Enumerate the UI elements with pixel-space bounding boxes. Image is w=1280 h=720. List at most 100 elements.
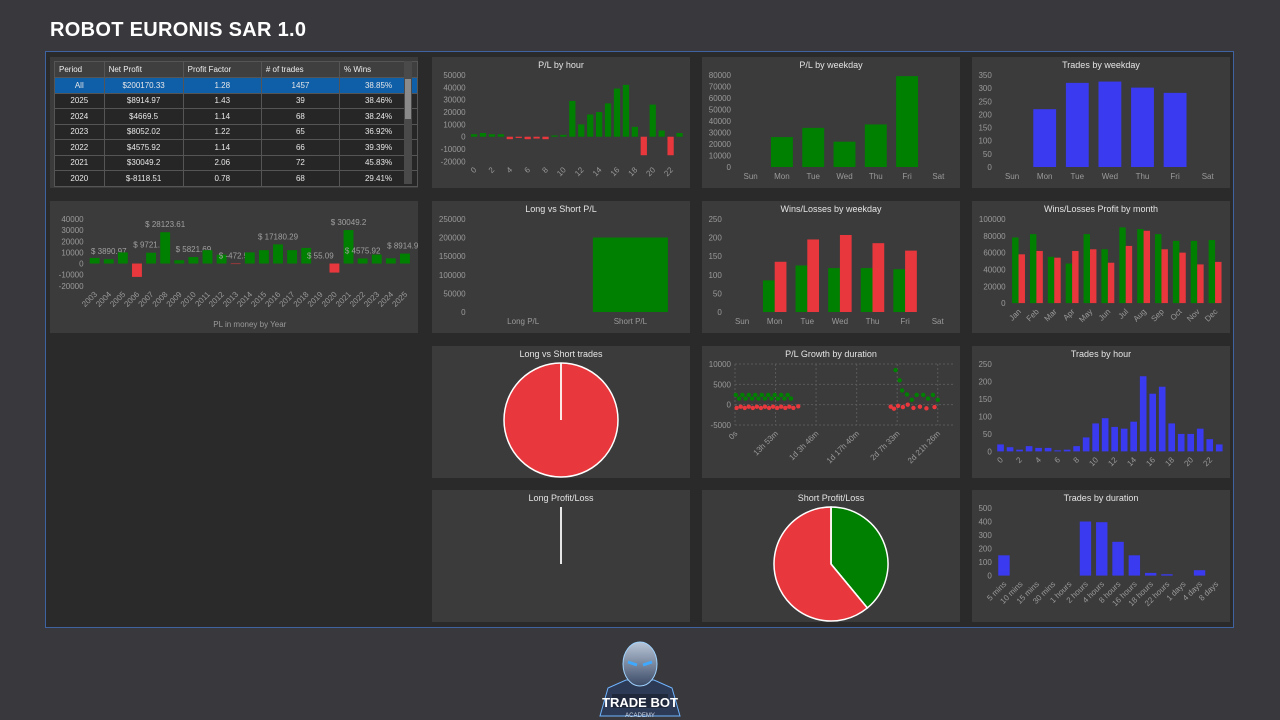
chart-title: Long vs Short P/L — [525, 204, 597, 214]
bar — [604, 103, 612, 137]
x-tick-label: Wed — [832, 317, 848, 326]
bar — [587, 114, 594, 137]
x-tick-label: Fri — [900, 317, 910, 326]
logo-subtext: ACADEMY — [625, 713, 655, 719]
scatter-point — [762, 396, 768, 401]
table-row[interactable]: 2020 $-8118.51 0.78 68 29.41% — [54, 170, 418, 187]
scatter-point — [782, 396, 787, 401]
x-tick-label: Tue — [806, 172, 820, 181]
table-row[interactable]: All $200170.33 1.28 1457 38.85% — [54, 77, 418, 94]
bar — [828, 268, 840, 312]
bar — [997, 444, 1004, 452]
bar — [1131, 87, 1154, 167]
x-tick-label: Jul — [1117, 307, 1131, 321]
scatter-point — [746, 392, 751, 398]
y-tick-label: 50000 — [443, 71, 466, 80]
scrollbar-thumb[interactable] — [405, 79, 411, 119]
table-cell: 2021 — [54, 154, 105, 171]
scatter-point — [766, 392, 771, 398]
table-row[interactable]: 2022 $4575.92 1.14 66 39.39% — [54, 139, 418, 156]
y-tick-label: 30000 — [443, 96, 466, 105]
y-tick-label: -20000 — [59, 282, 84, 291]
page-title: ROBOT EURONIS SAR 1.0 — [50, 19, 307, 41]
scatter-point — [787, 404, 792, 409]
scrollbar[interactable] — [404, 61, 412, 184]
bar — [1035, 447, 1042, 452]
y-tick-label: -5000 — [711, 421, 732, 430]
bar — [103, 259, 114, 264]
bar — [802, 127, 825, 167]
data-label: $ 8914.97 — [387, 242, 418, 251]
bar — [1018, 254, 1025, 304]
table-cell: 1.28 — [182, 77, 262, 94]
bar — [569, 100, 576, 137]
y-tick-label: 200000 — [439, 234, 466, 243]
bar — [1073, 446, 1080, 452]
chart-panel: Short Profit/Loss — [702, 490, 960, 622]
x-tick-label: 2 — [1014, 455, 1024, 465]
scatter-point — [900, 404, 906, 410]
scatter-point — [769, 396, 774, 401]
bar — [795, 265, 808, 312]
y-tick-label: 70000 — [709, 83, 732, 92]
table-row[interactable]: 2021 $30049.2 2.06 72 45.83% — [54, 154, 418, 171]
y-tick-label: 5000 — [713, 380, 731, 389]
table-cell: $4575.92 — [103, 139, 184, 156]
bar — [1179, 252, 1186, 304]
table-row[interactable]: 2023 $8052.02 1.22 65 36.92% — [54, 123, 418, 140]
scatter-point — [743, 396, 748, 401]
bar — [592, 237, 668, 312]
bar — [839, 234, 852, 312]
y-tick-label: 300 — [978, 84, 992, 93]
bar — [244, 252, 255, 264]
table-cell: $30049.2 — [103, 154, 184, 171]
bar — [1197, 264, 1204, 304]
x-tick-label: 1d 17h 40m — [825, 429, 861, 465]
scatter-point — [914, 392, 919, 398]
scatter-point — [738, 404, 743, 409]
x-tick-label: 14 — [591, 165, 604, 178]
y-tick-label: 200 — [708, 234, 722, 243]
x-tick-label: Mon — [767, 317, 783, 326]
bar — [258, 250, 269, 264]
data-label: $ 28123.61 — [145, 220, 186, 229]
chart-title: P/L by weekday — [799, 60, 863, 70]
x-tick-label: Sat — [932, 172, 945, 181]
table-row[interactable]: 2025 $8914.97 1.43 39 38.46% — [54, 92, 418, 109]
y-tick-label: 40000 — [443, 83, 466, 92]
bar — [1144, 572, 1157, 576]
bar — [1163, 92, 1187, 167]
y-tick-label: 100 — [708, 271, 722, 280]
x-tick-label: 12 — [573, 165, 586, 178]
bar — [1120, 428, 1128, 452]
column-header[interactable]: % Wins — [339, 61, 418, 78]
scatter-point — [750, 405, 756, 411]
bar — [1006, 447, 1014, 452]
column-header[interactable]: # of trades — [260, 61, 341, 78]
bar — [216, 254, 227, 264]
column-header[interactable]: Period — [54, 61, 105, 78]
scatter-point — [899, 388, 905, 393]
y-tick-label: 200 — [978, 110, 992, 119]
bar — [1044, 447, 1052, 452]
table-cell: 1.14 — [182, 139, 262, 156]
column-header[interactable]: Profit Factor — [182, 61, 262, 78]
bar — [1033, 109, 1057, 167]
y-tick-label: 10000 — [709, 152, 732, 161]
table-cell: 36.92% — [339, 123, 418, 140]
bar — [833, 141, 856, 167]
x-tick-label: 22 — [662, 165, 675, 178]
table-cell: 72 — [260, 154, 341, 171]
bar — [400, 253, 410, 264]
x-tick-label: Tue — [1071, 172, 1085, 181]
x-tick-label: 2d 21h 26m — [906, 429, 942, 465]
column-header[interactable]: Net Profit — [103, 61, 184, 78]
table-row[interactable]: 2024 $4669.5 1.14 68 38.24% — [54, 108, 418, 125]
y-tick-label: 10000 — [709, 360, 732, 369]
x-tick-label: 8 — [1072, 455, 1082, 465]
y-tick-label: 250 — [708, 215, 722, 224]
bar — [774, 261, 787, 312]
scatter-point — [770, 404, 776, 409]
